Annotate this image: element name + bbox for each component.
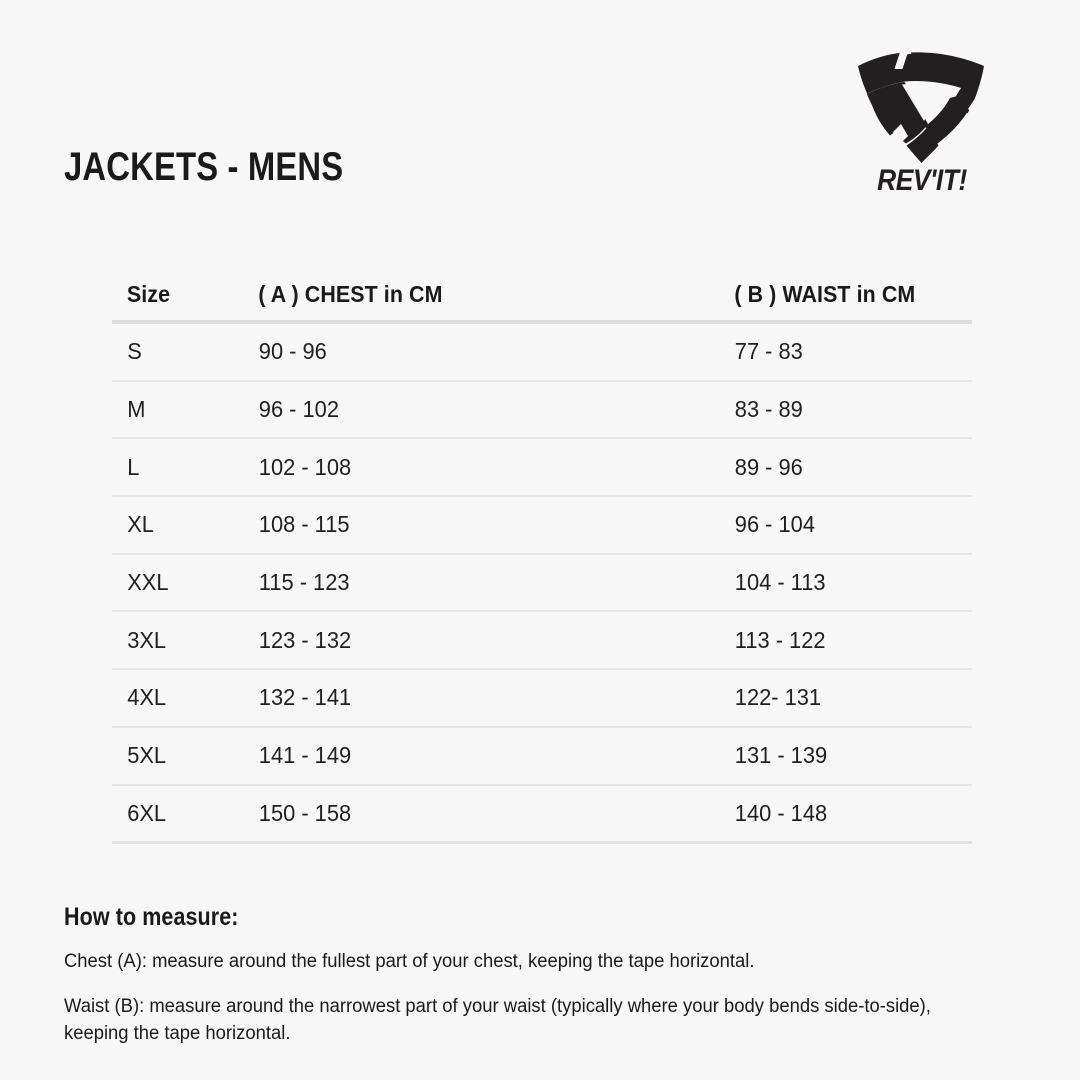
cell-size: 6XL xyxy=(127,799,167,826)
cell-chest: 96 - 102 xyxy=(258,396,339,423)
cell-size: 4XL xyxy=(127,684,167,711)
table-row: 4XL 132 - 141 122- 131 xyxy=(112,670,972,726)
row-divider xyxy=(112,725,972,728)
column-header-chest: ( A ) CHEST in CM xyxy=(258,280,443,307)
column-header-waist: ( B ) WAIST in CM xyxy=(734,280,916,307)
cell-waist: 140 - 148 xyxy=(734,799,828,826)
table-row: XXL 115 - 123 104 - 113 xyxy=(112,555,972,611)
cell-size: S xyxy=(127,338,142,365)
cell-chest: 132 - 141 xyxy=(258,684,352,711)
table-row: 5XL 141 - 149 131 - 139 xyxy=(112,728,972,784)
cell-waist: 104 - 113 xyxy=(734,569,826,596)
cell-waist: 89 - 96 xyxy=(734,453,803,480)
cell-waist: 96 - 104 xyxy=(734,511,815,538)
row-divider xyxy=(112,552,972,555)
table-row: XL 108 - 115 96 - 104 xyxy=(112,497,972,553)
cell-chest: 141 - 149 xyxy=(258,742,352,769)
measure-waist-text: Waist (B): measure around the narrowest … xyxy=(64,995,931,1044)
cell-size: L xyxy=(127,453,140,480)
table-row: 3XL 123 - 132 113 - 122 xyxy=(112,612,972,668)
table-header-rule xyxy=(112,320,972,324)
table-row: 6XL 150 - 158 140 - 148 xyxy=(112,786,972,842)
row-divider xyxy=(112,783,972,786)
page-title: JACKETS - MENS xyxy=(64,145,344,189)
measure-chest-text: Chest (A): measure around the fullest pa… xyxy=(64,951,755,972)
cell-chest: 102 - 108 xyxy=(258,453,352,480)
cell-waist: 113 - 122 xyxy=(734,626,826,653)
cell-size: XXL xyxy=(127,569,169,596)
brand-wordmark: REV'IT! xyxy=(877,164,967,197)
measure-heading: How to measure: xyxy=(64,903,239,931)
row-divider xyxy=(112,610,972,613)
cell-size: XL xyxy=(127,511,154,538)
cell-waist: 131 - 139 xyxy=(734,742,828,769)
table-bottom-rule xyxy=(112,841,972,845)
table-row: M 96 - 102 83 - 89 xyxy=(112,382,972,438)
row-divider xyxy=(112,437,972,440)
row-divider xyxy=(112,668,972,671)
cell-size: 3XL xyxy=(127,626,167,653)
cell-chest: 90 - 96 xyxy=(258,338,327,365)
table-row: S 90 - 96 77 - 83 xyxy=(112,324,972,380)
cell-waist: 83 - 89 xyxy=(734,396,803,423)
table-header-row: Size ( A ) CHEST in CM ( B ) WAIST in CM xyxy=(112,268,972,320)
page-header: JACKETS - MENS xyxy=(0,0,1080,250)
revit-shield-icon xyxy=(856,52,986,164)
row-divider xyxy=(112,379,972,382)
how-to-measure-section: How to measure: Chest (A): measure aroun… xyxy=(64,903,1016,1066)
table-row: L 102 - 108 89 - 96 xyxy=(112,439,972,495)
table-body: S 90 - 96 77 - 83 M 96 - 102 83 - 89 L 1… xyxy=(112,324,972,845)
cell-size: 5XL xyxy=(127,742,167,769)
cell-waist: 77 - 83 xyxy=(734,338,803,365)
brand-logo: REV'IT! xyxy=(838,52,1006,202)
cell-size: M xyxy=(127,396,146,423)
cell-chest: 108 - 115 xyxy=(258,511,350,538)
cell-waist: 122- 131 xyxy=(734,684,822,711)
cell-chest: 115 - 123 xyxy=(258,569,350,596)
cell-chest: 123 - 132 xyxy=(258,626,352,653)
column-header-size: Size xyxy=(126,280,171,307)
row-divider xyxy=(112,495,972,498)
cell-chest: 150 - 158 xyxy=(258,799,352,826)
size-chart-table: Size ( A ) CHEST in CM ( B ) WAIST in CM… xyxy=(112,268,972,845)
